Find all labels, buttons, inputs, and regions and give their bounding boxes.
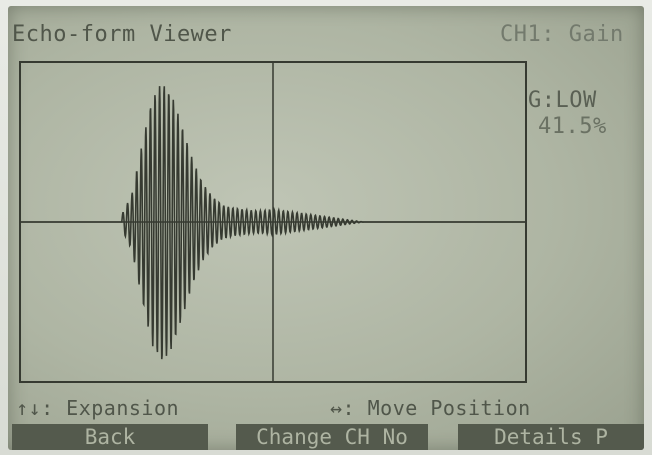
waveform-svg — [21, 63, 525, 381]
move-position-hint: ↔: Move Position — [330, 396, 531, 420]
gain-label: G:LOW — [528, 88, 597, 113]
back-button[interactable]: Back — [12, 424, 208, 450]
echo-waveform-plot — [19, 61, 527, 383]
gain-value: 41.5% — [538, 114, 607, 139]
details-button[interactable]: Details P — [458, 424, 644, 450]
change-ch-button[interactable]: Change CH No — [236, 424, 428, 450]
lcd-screen: Echo-form Viewer CH1: Gain G:LOW 41.5% ↑… — [8, 6, 644, 450]
echo-waveform-line — [21, 86, 525, 360]
screen-title: Echo-form Viewer — [12, 22, 232, 47]
channel-indicator: CH1: Gain — [500, 22, 624, 47]
expansion-hint: ↑↓: Expansion — [16, 396, 180, 420]
